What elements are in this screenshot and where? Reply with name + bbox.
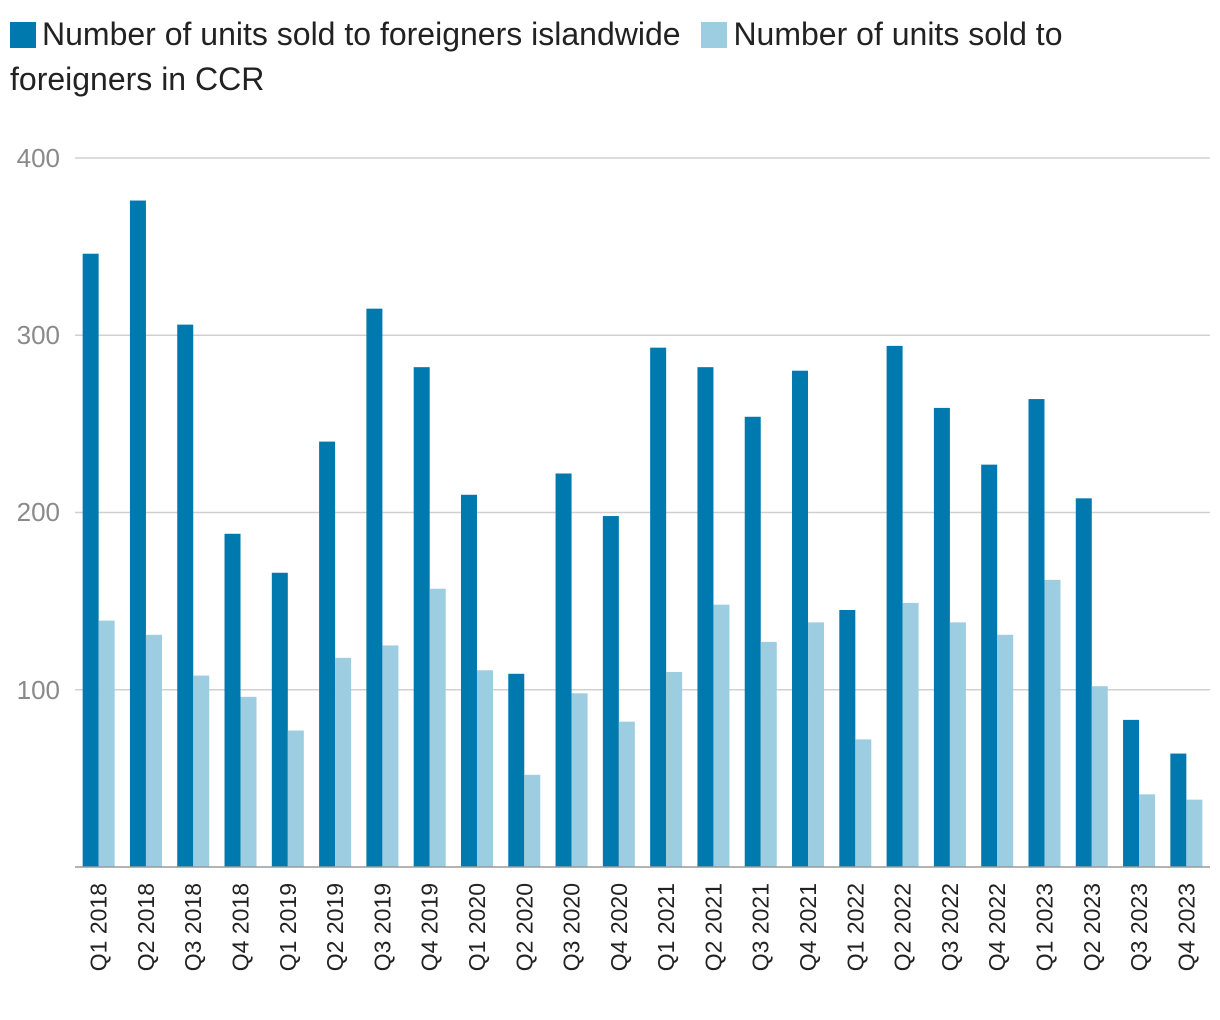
bar-islandwide [933,407,950,867]
bar-ccr [193,675,210,867]
x-tick-label: Q3 2018 [180,883,206,971]
x-tick-label: Q3 2022 [937,883,963,971]
x-tick-label: Q4 2022 [984,883,1010,971]
bar-islandwide [792,370,809,867]
bar-islandwide [129,200,146,868]
x-tick-label: Q4 2019 [417,883,443,971]
bar-islandwide [508,673,525,867]
legend-label-ccr: Number of units sold to foreigners in CC… [10,16,1063,97]
legend-swatch-islandwide [10,22,36,48]
bar-islandwide [460,494,477,867]
bar-ccr [618,721,635,867]
x-tick-label: Q4 2021 [795,883,821,971]
x-tick-label: Q3 2023 [1126,883,1152,971]
y-tick-label: 200 [17,497,60,527]
bar-ccr [476,670,493,867]
x-tick-label: Q4 2020 [606,883,632,971]
x-tick-label: Q3 2021 [748,883,774,971]
bar-ccr [98,620,115,867]
chart-legend: Number of units sold to foreigners islan… [10,12,1190,102]
bar-islandwide [319,441,336,867]
bars [82,200,1203,868]
y-tick-label: 400 [17,143,60,173]
bar-islandwide [413,367,430,867]
bar-ccr [808,622,825,867]
bar-ccr [571,693,588,867]
bar-islandwide [1123,719,1140,867]
bar-ccr [1139,794,1156,867]
bar-ccr [429,588,446,867]
bar-ccr [713,604,730,867]
x-tick-label: Q3 2020 [559,883,585,971]
bar-islandwide [650,347,667,867]
bar-islandwide [1170,753,1187,867]
legend-label-islandwide: Number of units sold to foreigners islan… [42,16,681,52]
x-tick-label: Q2 2020 [511,883,537,971]
bar-islandwide [839,609,856,867]
y-tick-label: 100 [17,675,60,705]
bar-islandwide [744,416,761,867]
x-tick-label: Q1 2021 [653,883,679,971]
x-tick-label: Q2 2018 [133,883,159,971]
bar-ccr [1091,686,1108,867]
x-tick-label: Q2 2019 [322,883,348,971]
bar-ccr [1044,579,1061,867]
bar-ccr [666,672,683,867]
x-tick-label: Q1 2019 [275,883,301,971]
bar-ccr [382,645,399,867]
bar-ccr [287,730,304,867]
y-tick-label: 300 [17,320,60,350]
bar-ccr [997,634,1014,867]
bar-islandwide [177,324,194,867]
bar-ccr [145,634,162,867]
bar-islandwide [886,345,903,867]
bar-ccr [760,641,777,867]
x-tick-label: Q1 2022 [842,883,868,971]
bar-islandwide [366,308,383,867]
bar-islandwide [981,464,998,867]
x-tick-label: Q4 2023 [1173,883,1199,971]
bar-islandwide [271,572,288,867]
legend-item-ccr: Number of units sold to foreigners in CC… [10,16,1062,97]
x-tick-label: Q1 2018 [86,883,112,971]
bar-ccr [902,602,919,867]
bar-islandwide [224,533,241,867]
legend-item-islandwide: Number of units sold to foreigners islan… [10,16,681,52]
x-tick-label: Q4 2018 [228,883,254,971]
x-tick-label: Q2 2021 [700,883,726,971]
bar-islandwide [602,516,619,867]
legend-swatch-ccr [701,22,728,48]
bar-islandwide [82,253,99,868]
bar-islandwide [697,367,714,867]
y-axis-ticks: 100 200 300 400 [17,143,60,705]
bar-ccr [240,696,257,867]
x-tick-label: Q3 2019 [369,883,395,971]
bar-ccr [524,774,541,867]
bar-ccr [335,657,352,867]
gridlines [75,157,1210,691]
bar-ccr [1186,799,1203,867]
bar-ccr [949,622,966,867]
x-tick-label: Q1 2023 [1031,883,1057,971]
bar-ccr [855,739,872,867]
x-tick-label: Q2 2022 [890,883,916,971]
x-tick-label: Q2 2023 [1079,883,1105,971]
bar-islandwide [555,473,572,867]
bar-islandwide [1075,498,1092,867]
x-axis-ticks: Q1 2018 Q2 2018 Q3 2018 Q4 2018 Q1 2019 Q2 20… [86,883,1200,971]
x-tick-label: Q1 2020 [464,883,490,971]
bar-islandwide [1028,399,1045,867]
